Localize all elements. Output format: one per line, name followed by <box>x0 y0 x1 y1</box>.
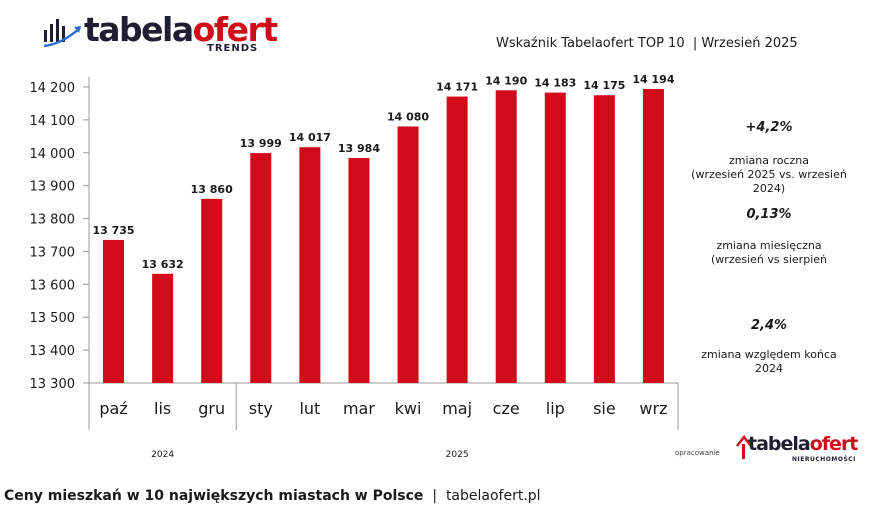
data-label: 14 017 <box>289 131 331 144</box>
y-tick-label: 13 300 <box>30 377 76 392</box>
logo-subtitle: TRENDS <box>207 43 259 54</box>
bar <box>642 88 664 384</box>
x-tick-label: lut <box>299 399 320 418</box>
logo2-wordmark: tabelaofert <box>748 433 859 455</box>
logo-word-dark: tabela <box>84 10 194 49</box>
year-label: 2025 <box>446 450 469 460</box>
bar <box>201 198 223 383</box>
y-tick-label: 13 600 <box>30 278 76 293</box>
footer-rest: | tabelaofert.pl <box>423 488 541 504</box>
y-tick-label: 14 100 <box>30 114 76 129</box>
bar <box>299 147 321 383</box>
stat-monthly-value: 0,13% <box>746 207 792 222</box>
y-tick-label: 13 700 <box>30 245 76 260</box>
stat-annual-value: +4,2% <box>745 120 793 135</box>
y-tick-label: 14 200 <box>30 81 76 96</box>
x-tick-label: sie <box>593 399 616 418</box>
x-tick-label: lis <box>154 399 171 418</box>
chart-title: Wskaźnik Tabelaofert TOP 10 | Wrzesień 2… <box>496 36 798 51</box>
stat-annual: +4,2% zmiana roczna (wrzesień 2025 vs. w… <box>674 120 864 196</box>
x-tick-label: wrz <box>639 399 667 418</box>
y-tick-label: 13 400 <box>30 344 76 359</box>
bar <box>348 158 370 383</box>
x-tick-label: mar <box>343 399 375 418</box>
x-tick-label: maj <box>442 399 472 418</box>
bar <box>397 126 419 383</box>
bar <box>544 92 566 383</box>
logo2-word-red: ofert <box>809 433 859 455</box>
bar <box>495 90 517 384</box>
stat-ytd-value: 2,4% <box>750 318 788 333</box>
logo2-word-dark: tabela <box>748 433 811 455</box>
bar <box>446 96 468 383</box>
house-icon <box>736 434 752 459</box>
stat-ytd-label: zmiana względem końca 2024 <box>701 348 837 375</box>
y-tick-label: 13 500 <box>30 311 76 326</box>
stat-monthly-label: zmiana miesięczna (wrzesień vs sierpień <box>711 239 827 266</box>
year-label: 2024 <box>151 450 174 460</box>
data-label: 14 175 <box>583 79 625 92</box>
data-label: 13 984 <box>338 142 380 155</box>
data-label: 14 194 <box>632 73 674 86</box>
data-label: 13 860 <box>191 183 233 196</box>
tabelaofert-trends-logo: tabelaofert TRENDS <box>42 10 278 60</box>
x-tick-label: kwi <box>395 399 422 418</box>
x-tick-label: gru <box>198 399 225 418</box>
data-label: 14 080 <box>387 110 429 123</box>
x-tick-label: lip <box>546 399 565 418</box>
x-tick-label: paź <box>99 399 127 418</box>
data-label: 14 183 <box>534 77 576 90</box>
bar <box>593 95 615 383</box>
credit-text: opracowanie <box>675 449 720 457</box>
logo-wordmark: tabelaofert <box>84 10 278 49</box>
stat-ytd: 2,4% zmiana względem końca 2024 <box>674 318 864 376</box>
y-tick-label: 14 000 <box>30 147 76 162</box>
data-label: 14 171 <box>436 81 478 94</box>
stat-monthly: 0,13% zmiana miesięczna (wrzesień vs sie… <box>674 207 864 267</box>
data-label: 13 632 <box>142 258 184 271</box>
footer-caption: Ceny mieszkań w 10 największych miastach… <box>4 488 541 504</box>
bar <box>152 273 174 383</box>
data-label: 13 999 <box>240 137 282 150</box>
tabelaofert-nieruchomosci-logo: tabelaofert NIERUCHOMOŚCI <box>736 430 866 470</box>
logo2-subtitle: NIERUCHOMOŚCI <box>792 456 856 463</box>
x-tick-label: cze <box>493 399 520 418</box>
stat-annual-label: zmiana roczna (wrzesień 2025 vs. wrzesie… <box>691 154 847 195</box>
x-tick-label: sty <box>249 399 273 418</box>
y-tick-label: 13 900 <box>30 180 76 195</box>
trend-chart-icon <box>43 19 81 48</box>
footer-bold: Ceny mieszkań w 10 największych miastach… <box>4 488 424 504</box>
logo-word-red: ofert <box>192 10 278 49</box>
bar <box>250 153 272 383</box>
data-label: 14 190 <box>485 74 527 87</box>
data-label: 13 735 <box>92 224 134 237</box>
y-tick-label: 13 800 <box>30 213 76 228</box>
bar <box>103 239 125 383</box>
